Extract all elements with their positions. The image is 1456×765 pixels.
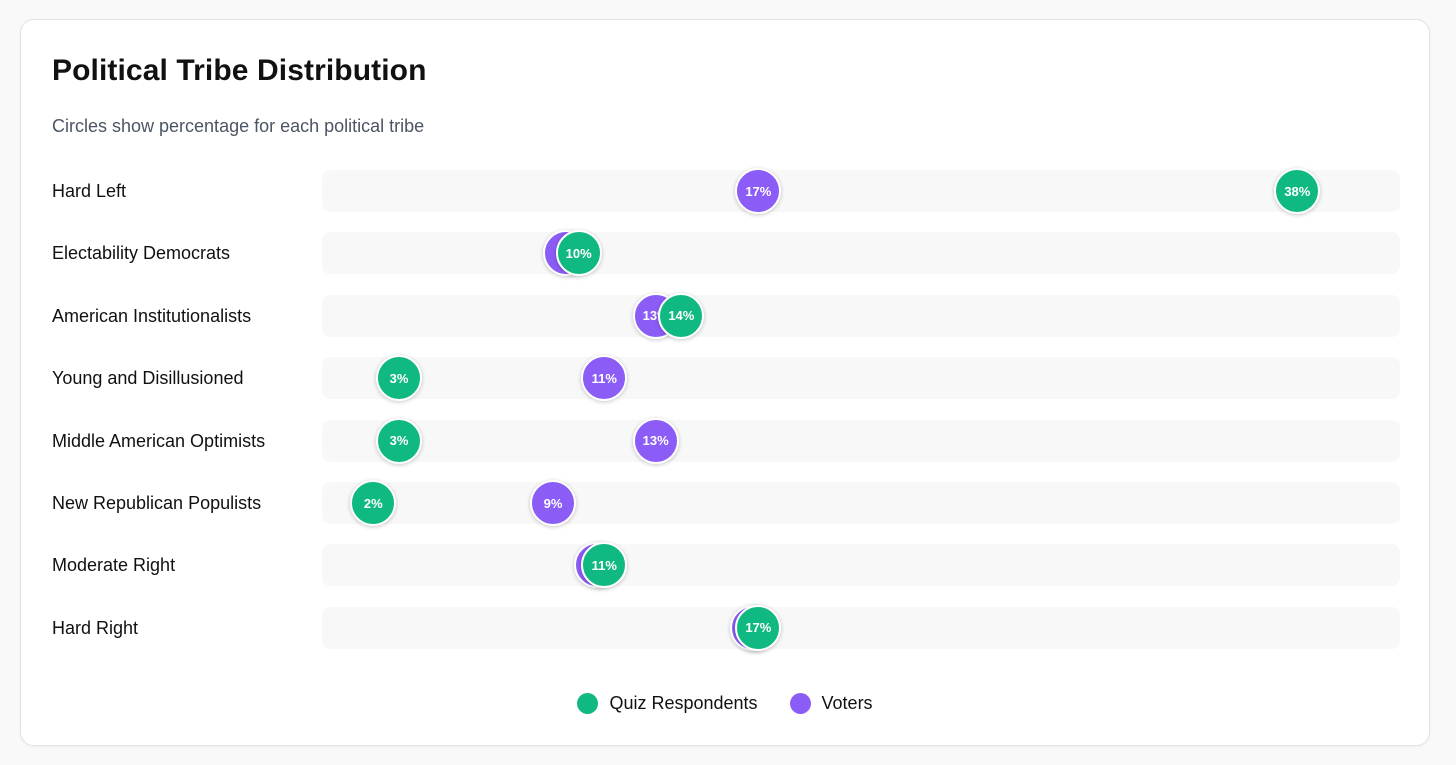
tribe-row: New Republican Populists 9% 2% [21,480,1429,526]
tribe-row: Hard Left 17% 38% [21,168,1429,214]
tribe-row: American Institutionalists 13% 14% [21,292,1429,339]
legend-item[interactable]: Voters [789,692,873,714]
voters-point[interactable]: 11% [581,355,628,402]
tribe-track: 13% 3% [322,417,1400,464]
tribe-label: Middle American Optimists [52,430,266,451]
data-label: 10% [565,245,592,261]
data-label: 13% [642,433,669,449]
tribe-label: American Institutionalists [52,305,252,326]
tribe-label: Hard Left [52,181,127,201]
chart-title: Political Tribe Distribution [52,54,427,87]
tribe-row: Hard Right 17% [21,604,1429,651]
data-label: 11% [591,370,617,386]
data-label: 17% [745,183,772,199]
quiz-respondents-point[interactable]: 2% [350,480,397,526]
data-label: 3% [389,433,409,449]
data-label: 14% [668,308,695,324]
data-label: 11% [591,557,617,573]
legend-swatch [789,692,811,714]
chart-legend: Quiz Respondents Voters [21,690,1429,716]
data-label: 2% [363,495,383,511]
quiz-respondents-point[interactable]: 38% [1274,168,1321,214]
tribe-track: 13% 14% [322,292,1400,339]
tribe-label: New Republican Populists [52,493,262,513]
tribe-track: 11% [322,542,1400,589]
quiz-respondents-point[interactable]: 3% [376,417,422,464]
tribe-row: Middle American Optimists 13% 3% [21,417,1429,464]
tribe-track: 17% [322,604,1400,651]
chart-rows: Hard Left 17% 38% Electability Democrats 10%… [21,20,1429,745]
data-label: 38% [1284,183,1311,199]
tribe-label: Young and Disillusioned [52,368,244,389]
tribe-label: Hard Right [52,617,139,638]
data-label: 3% [389,370,409,386]
tribe-label: Moderate Right [52,555,176,576]
quiz-respondents-point[interactable]: 11% [581,542,628,589]
tribe-track: 9% 2% [322,480,1400,526]
quiz-respondents-point[interactable]: 17% [735,604,782,651]
tribe-row: Young and Disillusioned 11% 3% [21,355,1429,402]
chart-card: Political Tribe Distribution Circles sho… [20,19,1430,746]
data-label: 17% [745,620,772,636]
legend-swatch [577,692,599,714]
data-label: 9% [543,495,563,511]
tribe-track: 10% [322,230,1400,277]
legend-label: Voters [821,692,873,713]
chart-subtitle: Circles show percentage for each politic… [52,116,425,136]
voters-point[interactable]: 17% [735,168,782,214]
voters-point[interactable]: 9% [530,480,576,526]
tribe-row: Electability Democrats 10% [21,230,1429,277]
voters-point[interactable]: 13% [632,417,679,464]
quiz-respondents-point[interactable]: 14% [658,292,705,339]
quiz-respondents-point[interactable]: 10% [555,230,602,277]
tribe-row: Moderate Right 11% [21,542,1429,589]
tribe-track: 11% 3% [322,355,1400,402]
quiz-respondents-point[interactable]: 3% [376,355,422,402]
legend-label: Quiz Respondents [609,692,758,713]
legend-item[interactable]: Quiz Respondents [577,692,758,714]
tribe-label: Electability Democrats [52,243,231,264]
tribe-track: 17% 38% [322,168,1400,214]
